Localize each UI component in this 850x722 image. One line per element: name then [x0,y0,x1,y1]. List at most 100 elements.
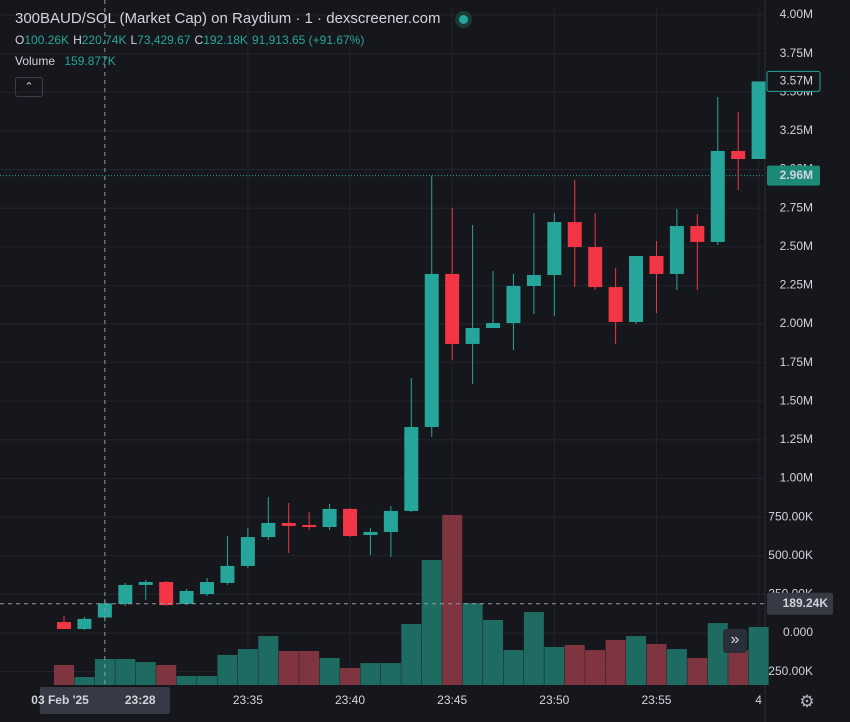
candle-body [608,287,623,322]
candle-body [465,328,480,344]
crosshair-x-date: 03 Feb '25 [31,693,89,707]
candle-body [383,510,398,532]
y-tick-label: 1.00M [780,471,813,485]
settings-button[interactable]: ⚙ [799,692,815,711]
title-text: 300BAUD/SOL (Market Cap) on Raydium · 1 … [15,10,441,27]
candle-body [445,273,460,344]
volume-bar [605,639,626,685]
crosshair-y-label: 189.24K [783,596,829,610]
candle-body [220,565,235,583]
volume-bar [544,646,565,685]
y-tick-label: 1.75M [780,355,813,369]
ohlc-value: 73,429.67 [137,33,191,47]
ohlc-key: L [130,33,138,47]
candle-body [302,525,317,528]
collapse-button[interactable]: ⌃ [15,77,43,97]
volume-bar [54,665,74,685]
x-tick-label: 23:35 [233,693,263,707]
volume-legend-value: 159.877K [64,54,116,68]
x-tick-label: 23:40 [335,693,365,707]
scroll-right-button[interactable]: » [723,629,747,653]
price-line-label: 2.96M [780,168,813,182]
ohlc-value: 192.18K [203,33,248,47]
y-tick-label: 2.25M [780,278,813,292]
volume-bar [299,651,320,685]
price-line-tag [767,165,820,186]
candle-body [200,582,215,595]
candle-body [118,584,133,604]
y-tick-label: 750.00K [768,509,813,523]
candle-body [588,247,603,288]
candle-body [322,508,337,528]
volume-bar [197,676,218,685]
volume-bar [626,636,647,685]
candle-body [649,256,664,274]
volume-bar [401,624,422,685]
candle-body [404,427,419,511]
candle-body [261,522,276,538]
volume-bar [237,649,258,685]
volume-bar [707,623,728,685]
y-tick-label: -250.00K [764,664,813,678]
volume-bar [156,665,177,685]
y-tick-label: 500.00K [768,548,813,562]
volume-bar [340,667,361,685]
crosshair-y-tag [767,592,833,615]
candle-body [629,256,644,322]
volume-legend: Volume 159.877K [15,54,116,68]
x-tick-label: 23:55 [641,693,671,707]
volume-bar [483,619,504,685]
volume-bar [115,658,136,685]
crosshair-x-tag [39,687,170,714]
candle-body [77,618,92,629]
candle-body [731,150,746,159]
ohlc-key: O [15,33,25,47]
volume-bar [380,663,401,685]
candle-body [669,226,684,274]
candle-body [138,582,153,585]
candle-body [363,531,378,536]
volume-bar [585,650,606,685]
volume-bar [442,514,463,685]
volume-bar [176,676,197,685]
candle-body [710,150,725,242]
y-tick-label: 0.000 [783,625,813,639]
y-tick-label: 4.00M [780,7,813,21]
candle-body [159,582,174,606]
candle-body [57,622,71,629]
volume-bar [278,651,299,685]
volume-legend-name: Volume [15,54,56,68]
volume-bar [564,645,585,685]
candle-body [506,285,521,324]
volume-bar [666,649,687,685]
ohlc-key: C [194,33,204,47]
candle-body [486,323,501,329]
candle-body [343,508,358,536]
volume-bar [462,603,483,685]
x-tick-label: 23:45 [437,693,467,707]
volume-bar [748,626,769,685]
candle-body [526,275,541,286]
volume-bar [74,677,95,685]
y-tick-label: 2.75M [780,200,813,214]
volume-bar [360,663,381,685]
candle-body [179,590,194,604]
last-price-tag [766,70,821,92]
candle-body [547,222,562,276]
crosshair-x-time: 23:28 [125,693,156,707]
volume-bar [319,658,340,685]
volume-bar [728,650,749,685]
chart-title: 300BAUD/SOL (Market Cap) on Raydium · 1 … [15,10,468,27]
volume-bar [523,612,544,685]
candle-body [690,226,705,242]
y-tick-label: 1.50M [780,393,813,407]
ohlc-value: 220.74K [81,33,127,47]
volume-bar [503,650,524,685]
y-tick-label: 2.00M [780,316,813,330]
volume-bar [421,560,442,685]
x-tick-label: 23:50 [539,693,569,707]
candle-body [240,537,255,566]
ohlc-key: H [73,33,82,47]
